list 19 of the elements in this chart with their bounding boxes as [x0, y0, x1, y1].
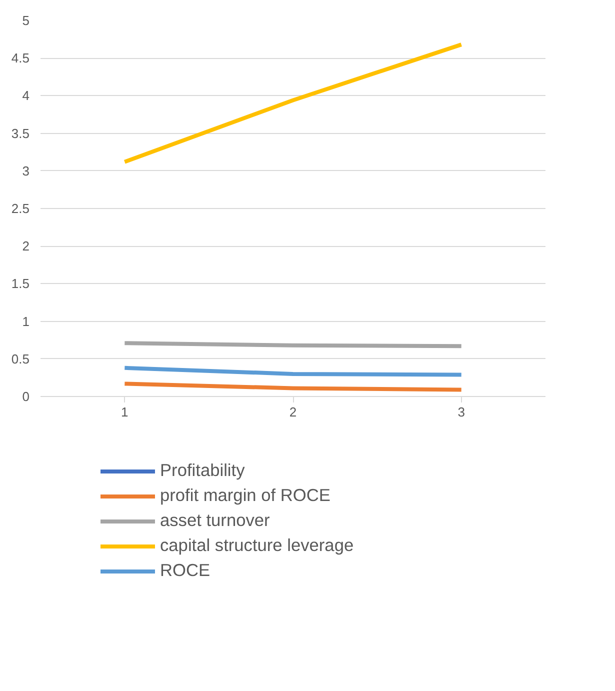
y-tick-label: 0: [22, 389, 30, 404]
legend-label: profit margin of ROCE: [160, 485, 330, 506]
y-tick-label: 3: [22, 163, 30, 178]
x-tick-label: 2: [289, 404, 297, 420]
legend-label: asset turnover: [160, 510, 270, 531]
y-tick-label: 2.5: [11, 201, 30, 216]
x-tick-label: 3: [458, 404, 465, 420]
y-tick-label: 3.5: [11, 126, 30, 141]
y-tick-label: 4: [22, 88, 30, 104]
legend-label: capital structure leverage: [160, 535, 354, 556]
x-tick-label: 1: [121, 404, 128, 420]
y-tick-label: 5: [22, 13, 30, 28]
y-tick-label: 4.5: [11, 50, 30, 66]
legend-label: ROCE: [160, 560, 210, 581]
y-tick-label: 0.5: [11, 351, 30, 366]
y-tick-label: 2: [22, 238, 30, 254]
y-tick-label: 1: [22, 314, 30, 329]
y-tick-label: 1.5: [11, 276, 30, 292]
legend-label: Profitability: [160, 460, 245, 481]
